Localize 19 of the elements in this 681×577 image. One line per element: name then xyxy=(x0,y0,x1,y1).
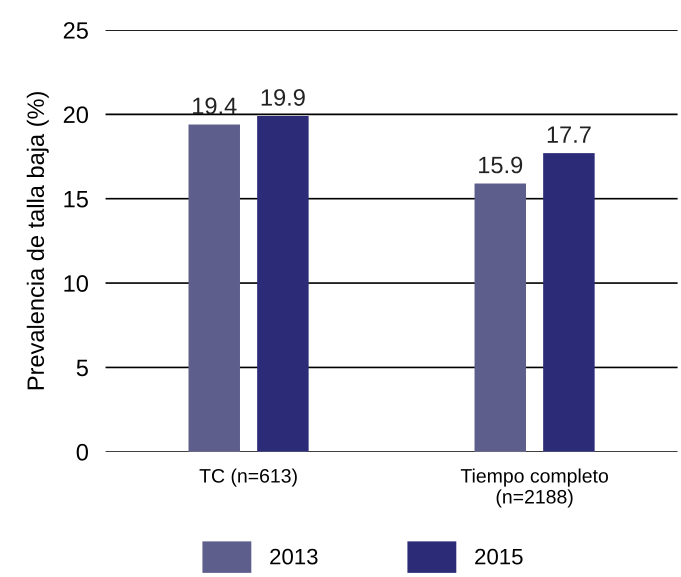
x-tick-label: Tiempo completo (n=2188) xyxy=(460,468,608,508)
y-axis-title: Prevalencia de talla baja (%) xyxy=(26,92,49,390)
data-label: 19.9 xyxy=(262,89,305,106)
data-label: 17.7 xyxy=(548,126,591,143)
data-label: 15.9 xyxy=(479,156,522,174)
legend-label: 2015 xyxy=(475,548,523,564)
y-tick-label: 10 xyxy=(64,275,88,292)
y-tick-label: 25 xyxy=(64,22,88,39)
y-tick-label: 20 xyxy=(64,106,88,124)
bar xyxy=(257,116,309,452)
y-tick-label: 0 xyxy=(76,444,88,461)
bar xyxy=(474,184,526,452)
y-tick-label: 15 xyxy=(64,191,88,208)
bar xyxy=(188,124,240,452)
bar xyxy=(543,153,595,452)
x-tick-label: TC (n=613) xyxy=(200,468,297,487)
legend-label: 2013 xyxy=(270,548,318,564)
y-tick-label: 5 xyxy=(76,360,88,376)
data-label: 19.4 xyxy=(193,98,237,114)
